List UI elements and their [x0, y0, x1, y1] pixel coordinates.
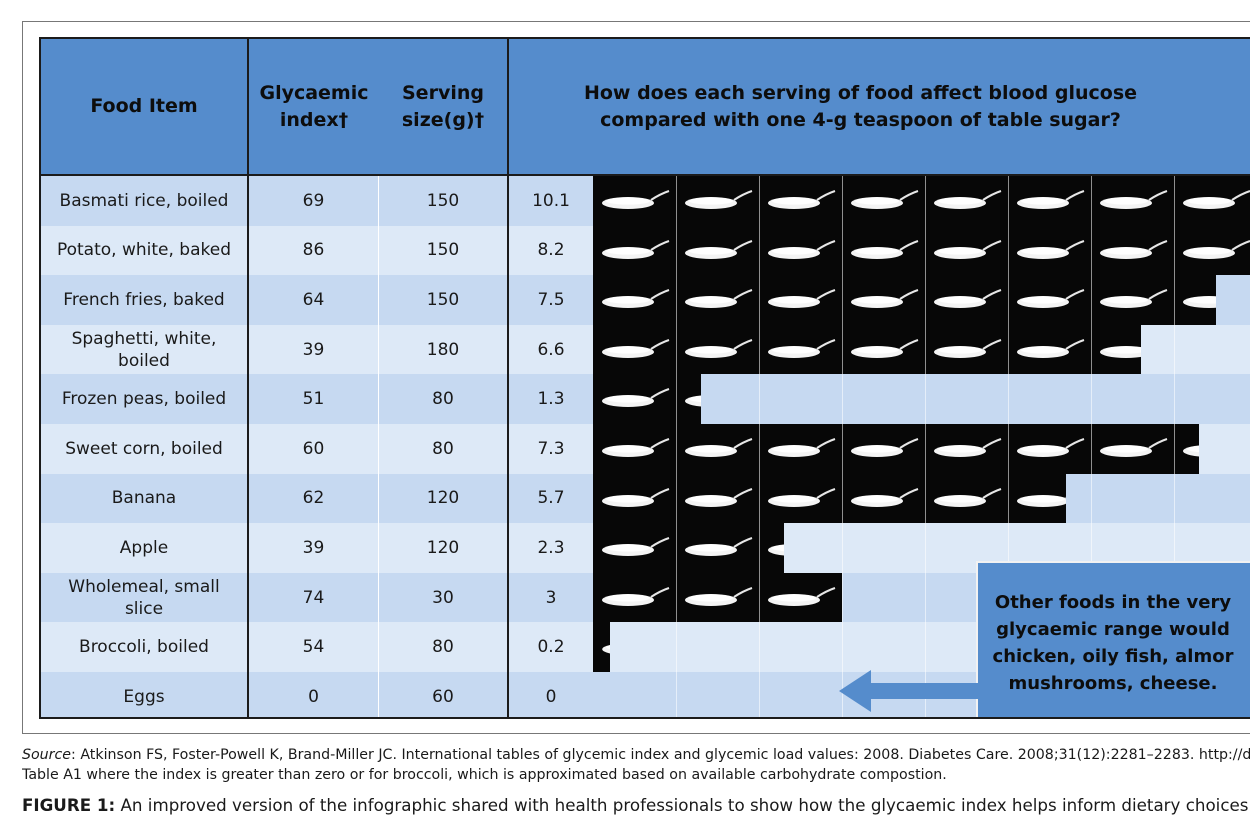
glycaemic-index-cell: 39	[249, 523, 379, 573]
food-item-cell: French fries, baked	[41, 275, 249, 325]
food-item-cell: Wholemeal, small slice	[41, 572, 249, 623]
header-divider	[41, 174, 1250, 176]
caption-text: An improved version of the infographic s…	[115, 795, 1250, 815]
food-item-cell: Spaghetti, white, boiled	[41, 324, 249, 375]
header-question-label: How does each serving of food affect blo…	[583, 81, 1138, 131]
serving-size-cell: 180	[379, 324, 509, 375]
caption-label: FIGURE 1:	[22, 795, 116, 815]
header-food-item: Food Item	[41, 39, 249, 174]
source-text: : Atkinson FS, Foster-Powell K, Brand-Mi…	[71, 747, 1250, 763]
serving-size-cell: 60	[379, 672, 509, 717]
teaspoon-gridline	[925, 176, 926, 717]
glycaemic-index-cell: 0	[249, 672, 379, 717]
food-item-cell: Sweet corn, boiled	[41, 424, 249, 474]
serving-size-cell: 120	[379, 473, 509, 524]
table-row: Basmati rice, boiled 69 150 10.1	[41, 176, 1250, 226]
sugar-teaspoon-bar	[593, 572, 842, 623]
glycaemic-index-cell: 74	[249, 572, 379, 623]
teaspoon-gridline	[1008, 176, 1009, 717]
food-item-cell: Broccoli, boiled	[41, 622, 249, 672]
glycaemic-index-cell: 51	[249, 374, 379, 424]
sugar-teaspoon-bar	[593, 176, 1250, 226]
glycaemic-index-cell: 54	[249, 622, 379, 672]
sugar-teaspoon-bar	[593, 225, 1250, 276]
teaspoons-cell: 6.6	[537, 339, 565, 360]
teaspoon-gridline	[1091, 176, 1092, 717]
header-question: How does each serving of food affect blo…	[509, 39, 1250, 174]
sugar-teaspoon-bar	[593, 523, 784, 573]
glycaemic-index-cell: 69	[249, 176, 379, 226]
glycaemic-index-cell: 62	[249, 473, 379, 524]
teaspoons-cell: 1.3	[537, 389, 565, 410]
serving-size-cell: 150	[379, 225, 509, 276]
source-label: Source	[22, 747, 72, 763]
table-row: French fries, baked 64 150 7.5	[41, 275, 1250, 325]
table-row: Sweet corn, boiled 60 80 7.3	[41, 424, 1250, 474]
teaspoons-cell: 7.3	[537, 438, 565, 459]
sugar-teaspoon-bar	[593, 473, 1067, 524]
food-item-cell: Apple	[41, 523, 249, 573]
teaspoons-cell: 0.2	[537, 637, 565, 658]
glycaemic-infographic: Food Item Glycaemic index† Serving size(…	[39, 37, 1250, 719]
sugar-teaspoon-bar	[593, 424, 1199, 474]
sugar-teaspoon-bar	[593, 622, 610, 672]
table-row: Banana 62 120 5.7	[41, 473, 1250, 524]
figure-caption: FIGURE 1: An improved version of the inf…	[22, 793, 1250, 817]
glycaemic-index-cell: 39	[249, 324, 379, 375]
teaspoons-cell: 5.7	[537, 488, 565, 509]
teaspoons-cell: 8.2	[537, 240, 565, 261]
sugar-teaspoon-bar	[593, 275, 1216, 325]
serving-size-cell: 150	[379, 275, 509, 325]
teaspoons-cell: 7.5	[537, 289, 565, 310]
teaspoon-gridline	[759, 176, 760, 717]
header-glycaemic-index-label: Glycaemic index†	[259, 81, 369, 131]
food-item-cell: Basmati rice, boiled	[41, 176, 249, 226]
teaspoons-cell: 10.1	[532, 190, 570, 211]
serving-size-cell: 80	[379, 424, 509, 474]
other-foods-callout: Other foods in the very glycaemic range …	[976, 561, 1250, 717]
table-row: Potato, white, baked 86 150 8.2	[41, 225, 1250, 276]
glycaemic-index-cell: 60	[249, 424, 379, 474]
teaspoons-cell: 2.3	[537, 537, 565, 558]
sugar-teaspoon-bar	[593, 374, 701, 424]
serving-size-cell: 120	[379, 523, 509, 573]
serving-size-cell: 30	[379, 572, 509, 623]
glycaemic-index-cell: 64	[249, 275, 379, 325]
food-item-cell: Eggs	[41, 672, 249, 717]
glycaemic-index-cell: 86	[249, 225, 379, 276]
food-item-cell: Frozen peas, boiled	[41, 374, 249, 424]
teaspoons-cell: 0	[545, 686, 557, 707]
teaspoon-gridline	[676, 176, 677, 717]
serving-size-cell: 80	[379, 622, 509, 672]
header-serving-size: Serving size(g)†	[379, 39, 509, 174]
serving-size-cell: 150	[379, 176, 509, 226]
teaspoons-cell: 3	[545, 587, 557, 608]
teaspoon-gridline	[1174, 176, 1175, 717]
callout-text: Other foods in the very glycaemic range …	[992, 592, 1234, 694]
teaspoon-gridline	[842, 176, 843, 717]
food-item-cell: Banana	[41, 473, 249, 524]
table-row: Spaghetti, white, boiled 39 180 6.6	[41, 324, 1250, 375]
left-arrow-icon	[839, 670, 989, 712]
header-glycaemic-index: Glycaemic index†	[249, 39, 379, 174]
serving-size-cell: 80	[379, 374, 509, 424]
source-text-line2: Table A1 where the index is greater than…	[22, 767, 947, 783]
food-item-cell: Potato, white, baked	[41, 225, 249, 276]
header-food-item-label: Food Item	[90, 95, 198, 117]
table-row: Frozen peas, boiled 51 80 1.3	[41, 374, 1250, 424]
sugar-teaspoon-bar	[593, 324, 1141, 375]
figure-frame	[22, 21, 1250, 734]
source-note: Source: Atkinson FS, Foster-Powell K, Br…	[22, 745, 1250, 785]
header-serving-size-label: Serving size(g)†	[401, 81, 485, 131]
